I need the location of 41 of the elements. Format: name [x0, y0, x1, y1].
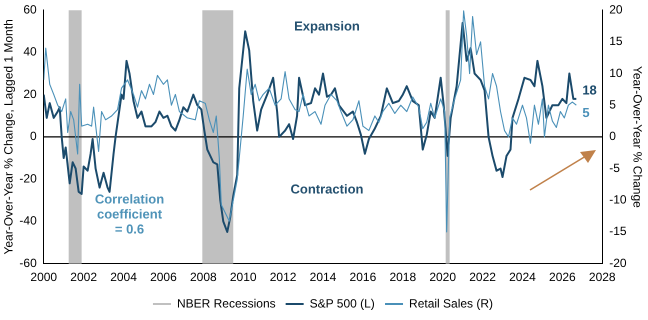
y2-tick-label: 20 — [609, 2, 623, 17]
y-tick-label: 20 — [23, 86, 38, 101]
x-tick-label: 2018 — [389, 270, 416, 284]
y-tick-label: 0 — [30, 129, 38, 144]
y2-tick-label: -20 — [609, 256, 627, 270]
y-axis-title: Year-Over-Year % Change, Lagged 1 Month — [2, 19, 16, 255]
data-label: 5 — [582, 104, 590, 120]
x-tick-label: 2014 — [310, 270, 337, 284]
legend-label: Retail Sales (R) — [409, 296, 494, 310]
y2-tick-label: 0 — [609, 129, 616, 144]
x-tick-label: 2020 — [429, 270, 456, 284]
annotation: Expansion — [294, 18, 360, 34]
annotation: Correlation coefficient = 0.6 — [94, 192, 164, 237]
x-tick-label: 2000 — [30, 270, 58, 284]
x-tick-label: 2016 — [350, 270, 377, 284]
y2-axis-title: Year-Over-Year % Change — [630, 66, 644, 208]
y-tick-label: -20 — [19, 171, 38, 186]
legend-label: S&P 500 (L) — [310, 296, 375, 310]
x-tick-label: 2006 — [150, 270, 178, 284]
annotation: Contraction — [290, 181, 364, 196]
y-tick-label: -40 — [19, 214, 38, 228]
y-tick-label: 40 — [23, 44, 38, 59]
legend-label: NBER Recessions — [176, 296, 276, 310]
y2-tick-label: 15 — [609, 34, 623, 48]
x-tick-label: 2010 — [230, 270, 257, 284]
x-tick-label: 2026 — [549, 270, 576, 284]
x-tick-label: 2008 — [190, 270, 217, 284]
data-label: 18 — [582, 82, 597, 98]
y2-tick-label: -10 — [609, 192, 627, 207]
x-tick-label: 2022 — [469, 270, 496, 284]
y2-tick-label: 10 — [609, 66, 623, 80]
y2-tick-label: -5 — [609, 160, 620, 175]
y2-tick-label: 5 — [609, 98, 616, 112]
x-tick-label: 2012 — [270, 270, 297, 284]
y-tick-label: -60 — [19, 256, 38, 270]
x-tick-label: 2002 — [70, 270, 98, 284]
x-tick-label: 2024 — [509, 270, 536, 284]
x-tick-label: 2004 — [110, 270, 138, 284]
y2-tick-label: -15 — [609, 224, 627, 238]
x-tick-label: 2028 — [588, 270, 616, 284]
y-tick-label: 60 — [23, 2, 38, 17]
